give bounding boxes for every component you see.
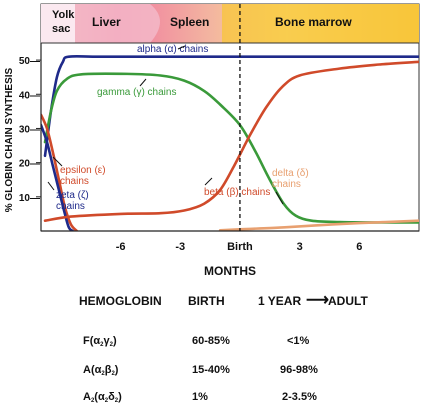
series-label-delta-chains: delta (δ) — [272, 168, 309, 179]
series-label-gamma-chains: gamma (γ) chains — [97, 87, 176, 98]
pointer-arrow-icon — [139, 78, 147, 87]
y-tick-label-30: 30— — [19, 124, 40, 135]
series-label-alpha-chains: alpha (α) chains — [137, 44, 208, 55]
pointer-arrow-icon — [52, 156, 63, 167]
pointer-arrow-icon — [177, 45, 186, 50]
pointer-arrow-icon — [275, 191, 284, 205]
region-label-yolk-sac: sac — [52, 23, 70, 35]
series-line-delta-chains — [218, 219, 419, 231]
series-line-alpha-chains — [43, 55, 419, 158]
region-label-liver: Liver — [92, 15, 121, 29]
series-line-zeta-chains — [41, 123, 75, 231]
series-label-zeta-chains: zeta (ζ) — [56, 190, 89, 201]
bone-marrow-region — [222, 4, 419, 43]
y-tick-label-50: 50— — [19, 56, 40, 67]
y-tick-label-10: 10— — [19, 193, 40, 204]
x-tick-label-birth: Birth — [227, 241, 253, 253]
x-axis-label: MONTHS — [204, 264, 256, 278]
series-line-beta-chains — [43, 60, 419, 222]
series-label-beta-chains: beta (β) chains — [204, 187, 270, 198]
y-axis-label: % GLOBIN CHAIN SYNTHESIS — [4, 67, 15, 212]
x-tick-label-3: -3 — [175, 241, 185, 253]
series-label-epsilon-chains: epsilon (ε) — [60, 165, 106, 176]
series-line-epsilon-chains — [41, 113, 79, 231]
y-tick-label-20: 20— — [19, 159, 40, 170]
pointer-arrow-icon — [204, 177, 213, 186]
pointer-arrow-icon — [47, 181, 55, 191]
y-tick-label-40: 40— — [19, 90, 40, 101]
series-line-gamma-chains — [43, 72, 419, 224]
region-label-yolk-sac: Yolk — [52, 9, 75, 21]
series-label-delta-chains: chains — [272, 179, 301, 190]
region-label-spleen: Spleen — [170, 15, 209, 29]
yolk-sac-region — [41, 4, 75, 43]
x-tick-label-3: 3 — [297, 241, 303, 253]
x-tick-label-6: -6 — [116, 241, 126, 253]
series-label-epsilon-chains: chains — [60, 176, 89, 187]
series-label-zeta-chains: chains — [56, 201, 85, 212]
region-label-bone-marrow: Bone marrow — [275, 15, 352, 29]
x-tick-label-6: 6 — [356, 241, 362, 253]
